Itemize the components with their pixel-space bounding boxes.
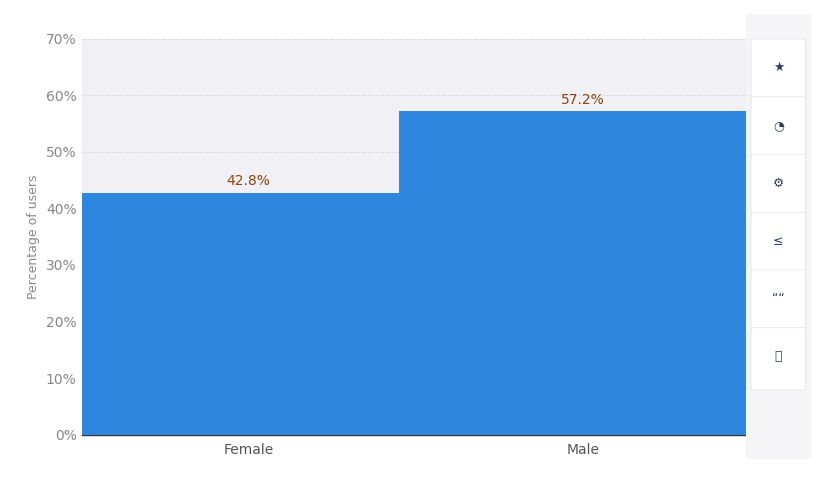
FancyBboxPatch shape xyxy=(751,328,806,390)
Bar xyxy=(64,193,432,435)
Bar xyxy=(399,111,766,435)
FancyBboxPatch shape xyxy=(751,212,806,274)
Text: 42.8%: 42.8% xyxy=(227,174,271,188)
Text: ⚙: ⚙ xyxy=(773,177,784,190)
FancyBboxPatch shape xyxy=(751,270,806,332)
Text: ≤: ≤ xyxy=(773,235,783,248)
FancyBboxPatch shape xyxy=(751,39,806,101)
Text: ◔: ◔ xyxy=(773,119,784,132)
Text: ★: ★ xyxy=(773,61,784,74)
FancyBboxPatch shape xyxy=(751,97,806,159)
Text: ⎙: ⎙ xyxy=(774,350,782,363)
Y-axis label: Percentage of users: Percentage of users xyxy=(28,174,40,299)
Text: 57.2%: 57.2% xyxy=(561,93,605,107)
FancyBboxPatch shape xyxy=(751,155,806,217)
Text: ““: ““ xyxy=(772,292,785,305)
